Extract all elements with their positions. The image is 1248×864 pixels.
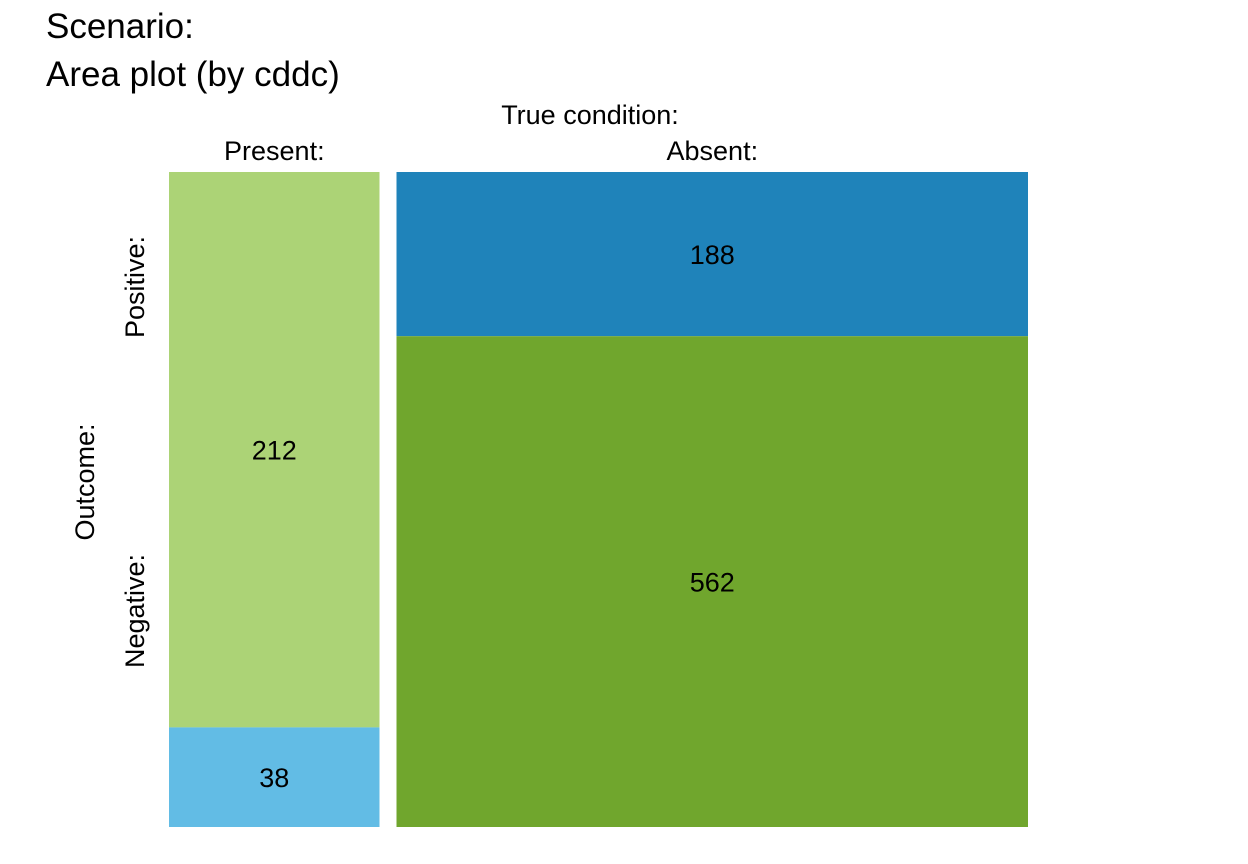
row-header: Outcome: [70,423,100,540]
cell-present-negative [169,727,380,827]
cell-absent-positive [396,172,1028,337]
cell-value-label: 212 [252,436,297,466]
chart-title-line-1: Scenario: [46,7,194,46]
cell-absent-negative [396,336,1028,827]
cell-present-positive [169,172,380,728]
mosaic-cells: 212 38 188 562 [169,172,1028,827]
row-label-negative: Negative: [120,554,150,668]
cell-value-label: 562 [690,568,735,598]
cell-value-label: 38 [259,763,289,793]
column-label-absent: Absent: [667,136,759,166]
cell-value-label: 188 [690,240,735,270]
row-label-positive: Positive: [120,236,150,338]
chart-title-line-2: Area plot (by cddc) [46,55,340,94]
column-header: True condition: [501,100,679,130]
column-label-present: Present: [224,136,325,166]
